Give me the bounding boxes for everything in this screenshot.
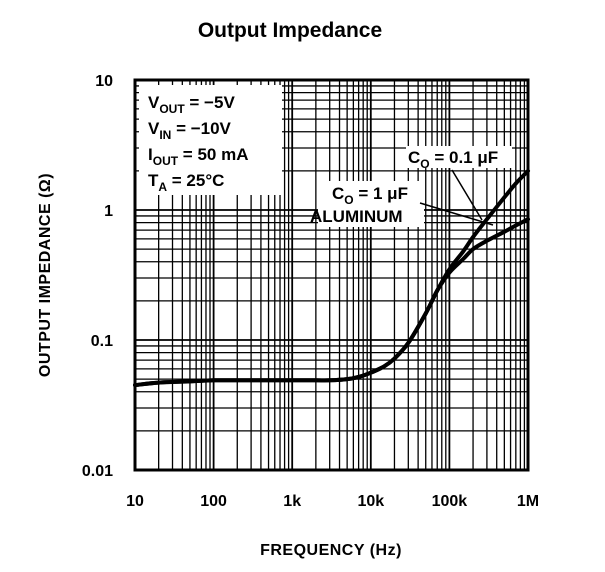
iout-condition: IOUT = 50 mA: [148, 145, 248, 168]
y-tick-label: 0.01: [82, 463, 113, 480]
pointer-co-1uf: [419, 202, 494, 226]
y-tick-label: 10: [95, 73, 113, 90]
label-mask-co-1: [318, 181, 424, 227]
label-mask-co-01: [406, 146, 512, 168]
plot-frame: [133, 78, 530, 472]
series-label-aluminum: ALUMINUM: [310, 207, 403, 226]
vin-condition: VIN = −10V: [148, 119, 232, 142]
conditions-box-mask: [139, 85, 282, 195]
x-tick-labels: 10 100 1k 10k 100k 1M: [126, 493, 539, 510]
y-tick-labels: 0.01 0.1 1 10: [82, 73, 113, 480]
x-tick-label: 100: [200, 493, 227, 510]
pointer-co-01uf: [451, 169, 483, 221]
x-tick-label: 1k: [283, 493, 301, 510]
x-tick-label: 10: [126, 493, 144, 510]
test-conditions: VOUT = −5V VIN = −10V IOUT = 50 mA TA = …: [148, 93, 248, 194]
ta-condition: TA = 25°C: [148, 171, 224, 194]
series-line-1: [133, 217, 530, 388]
x-tick-label: 1M: [517, 493, 539, 510]
chart-title: Output Impedance: [198, 19, 382, 42]
x-tick-label: 10k: [357, 493, 384, 510]
series-label-co-01uf: CO = 0.1 μF: [408, 148, 498, 171]
vout-condition: VOUT = −5V: [148, 93, 235, 116]
series-lines: [133, 168, 530, 388]
y-tick-label: 1: [104, 203, 113, 220]
x-tick-label: 100k: [432, 493, 468, 510]
y-axis-label: OUTPUT IMPEDANCE (Ω): [37, 173, 54, 377]
x-axis-label: FREQUENCY (Hz): [260, 542, 402, 559]
series-label-co-1uf: CO = 1 μF: [332, 184, 408, 207]
y-tick-label: 0.1: [91, 333, 113, 350]
